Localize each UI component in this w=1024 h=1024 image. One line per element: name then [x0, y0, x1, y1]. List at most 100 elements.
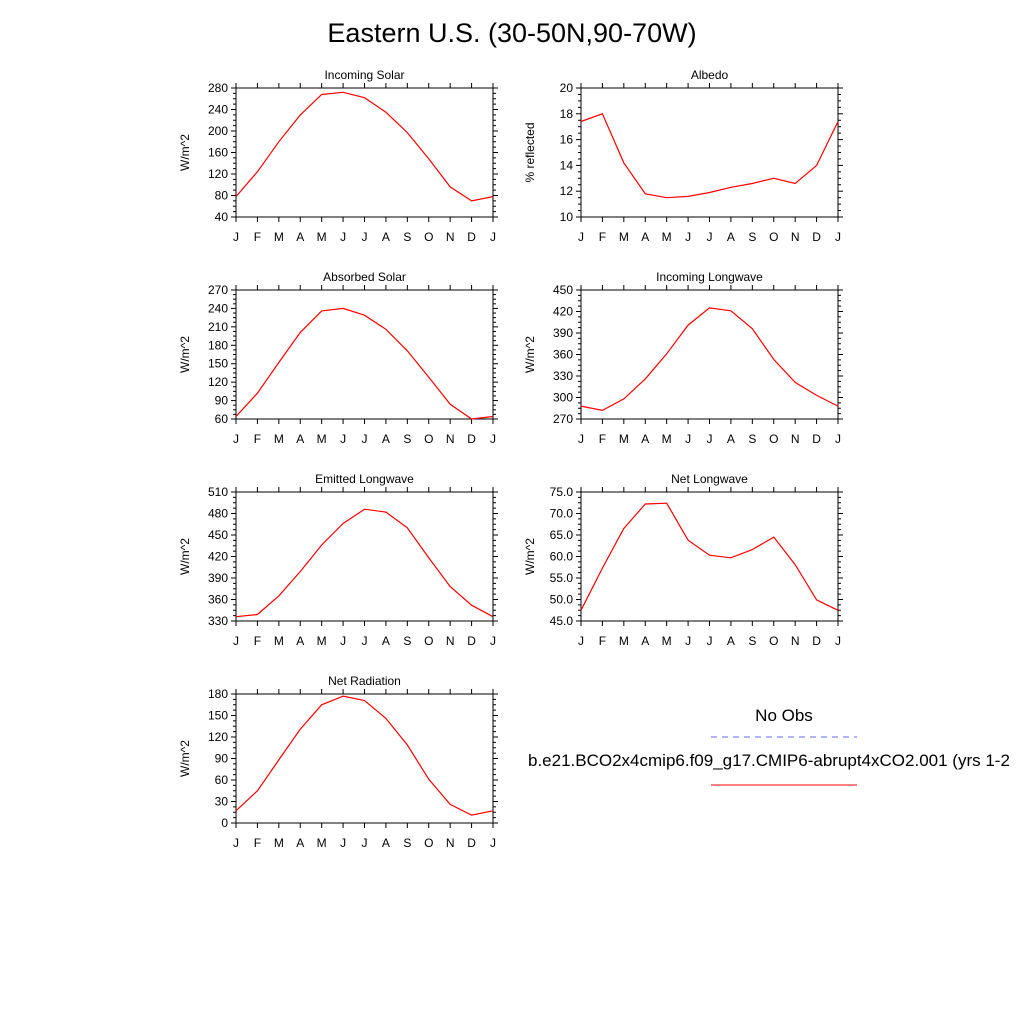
panel-3-xtick-label: M	[274, 432, 284, 446]
panel-3-title: Absorbed Solar	[323, 270, 406, 284]
panel-4-ytick-label: 450	[553, 283, 573, 297]
panel-1-series-line	[235, 91, 494, 202]
panel-6-ytick-label: 60.0	[550, 550, 574, 564]
panel-5-series-line	[235, 508, 494, 618]
panel-3-xtick-label: D	[467, 432, 476, 446]
panel-3-xtick-label: S	[403, 432, 411, 446]
panel-5-xtick-label: A	[382, 634, 390, 648]
panel-5-xtick-label: M	[317, 634, 327, 648]
panel-6-ytick-label: 65.0	[550, 528, 574, 542]
panel-6-ytick-label: 45.0	[550, 614, 574, 628]
panel-1-ylabel: W/m^2	[178, 134, 192, 171]
panel-5-ytick-label: 390	[208, 571, 228, 585]
panel-2-xtick-label: M	[662, 230, 672, 244]
panel-2-series-line	[580, 113, 839, 199]
panel-4-ytick-label: 330	[553, 369, 573, 383]
panel-2-ytick-label: 18	[560, 107, 574, 121]
panel-5-xtick-label: A	[296, 634, 304, 648]
panel-3-ytick-label: 150	[208, 357, 228, 371]
panel-2-ytick-label: 16	[560, 133, 574, 147]
panel-2-xtick-label: J	[685, 230, 691, 244]
panel-2-xtick-label: M	[619, 230, 629, 244]
panel-6-frame	[580, 491, 839, 622]
panel-3-ytick-label: 210	[208, 320, 228, 334]
panel-7-ytick-label: 150	[208, 709, 228, 723]
panel-4-ytick-label: 300	[553, 391, 573, 405]
panel-6-xtick-label: M	[619, 634, 629, 648]
panel-7-xtick-label: N	[446, 836, 455, 850]
page-title: Eastern U.S. (30-50N,90-70W)	[327, 18, 697, 48]
panel-7-series-line	[235, 695, 494, 816]
panel-2-ytick-label: 20	[560, 81, 574, 95]
panel-3-frame	[235, 289, 494, 420]
panel-2-title: Albedo	[691, 68, 729, 82]
panel-5-xtick-label: J	[490, 634, 496, 648]
panel-6-xtick-label: N	[791, 634, 800, 648]
panel-7-xtick-label: F	[254, 836, 261, 850]
panel-2-xtick-label: J	[707, 230, 713, 244]
panel-1-frame	[235, 87, 494, 218]
panel-4-frame	[580, 289, 839, 420]
panel-5-xtick-label: D	[467, 634, 476, 648]
panel-5-xtick-label: F	[254, 634, 261, 648]
panel-3-xtick-label: J	[233, 432, 239, 446]
panel-7-ytick-label: 60	[215, 773, 229, 787]
panel-1-xtick-label: O	[424, 230, 433, 244]
panel-1-xtick-label: D	[467, 230, 476, 244]
panel-7-frame	[235, 693, 494, 824]
panel-5-ytick-label: 330	[208, 614, 228, 628]
panel-3-xtick-label: J	[362, 432, 368, 446]
panel-7-ytick-label: 30	[215, 795, 229, 809]
panel-2-xtick-label: N	[791, 230, 800, 244]
panel-5-ytick-label: 420	[208, 550, 228, 564]
panel-2-xtick-label: D	[812, 230, 821, 244]
panel-6-xtick-label: F	[599, 634, 606, 648]
panel-1-ytick-label: 200	[208, 124, 228, 138]
panel-3-ytick-label: 240	[208, 301, 228, 315]
panel-1-xtick-label: N	[446, 230, 455, 244]
panel-7-xtick-label: D	[467, 836, 476, 850]
panel-1-xtick-label: M	[274, 230, 284, 244]
panel-4-xtick-label: A	[727, 432, 735, 446]
panel-5-ylabel: W/m^2	[178, 538, 192, 575]
panel-6-xtick-label: S	[748, 634, 756, 648]
panel-3-xtick-label: J	[340, 432, 346, 446]
panel-7-xtick-label: M	[274, 836, 284, 850]
panel-4-ytick-label: 390	[553, 326, 573, 340]
panel-2-ytick-label: 12	[560, 184, 574, 198]
panel-5-xtick-label: J	[362, 634, 368, 648]
panel-1-ytick-label: 280	[208, 81, 228, 95]
panel-4-xtick-label: J	[707, 432, 713, 446]
panel-1-xtick-label: J	[233, 230, 239, 244]
panel-4-title: Incoming Longwave	[656, 270, 763, 284]
panel-1-ytick-label: 40	[215, 210, 229, 224]
panel-4-xtick-label: J	[685, 432, 691, 446]
panel-7-xtick-label: J	[233, 836, 239, 850]
panel-4-xtick-label: J	[578, 432, 584, 446]
panel-4-xtick-label: D	[812, 432, 821, 446]
panel-4-ytick-label: 420	[553, 305, 573, 319]
panel-7-ytick-label: 120	[208, 730, 228, 744]
panel-7-ytick-label: 0	[221, 816, 228, 830]
panel-2-xtick-label: A	[727, 230, 735, 244]
panel-4-xtick-label: M	[619, 432, 629, 446]
panel-1-title: Incoming Solar	[324, 68, 404, 82]
panel-1-xtick-label: M	[317, 230, 327, 244]
panel-2-ytick-label: 14	[560, 158, 574, 172]
panel-1-xtick-label: A	[296, 230, 304, 244]
panel-2-xtick-label: A	[641, 230, 649, 244]
panel-3-xtick-label: M	[317, 432, 327, 446]
panel-1-xtick-label: J	[362, 230, 368, 244]
panel-7-title: Net Radiation	[328, 674, 401, 688]
panel-5-xtick-label: N	[446, 634, 455, 648]
panel-7-xtick-label: S	[403, 836, 411, 850]
panel-7-xtick-label: J	[362, 836, 368, 850]
panel-1-xtick-label: F	[254, 230, 261, 244]
panel-6-series-line	[580, 502, 839, 611]
panel-1-xtick-label: S	[403, 230, 411, 244]
panel-7-xtick-label: O	[424, 836, 433, 850]
panel-3-ytick-label: 180	[208, 338, 228, 352]
panel-4-ytick-label: 360	[553, 348, 573, 362]
panel-2-xtick-label: J	[835, 230, 841, 244]
panel-2-ytick-label: 10	[560, 210, 574, 224]
